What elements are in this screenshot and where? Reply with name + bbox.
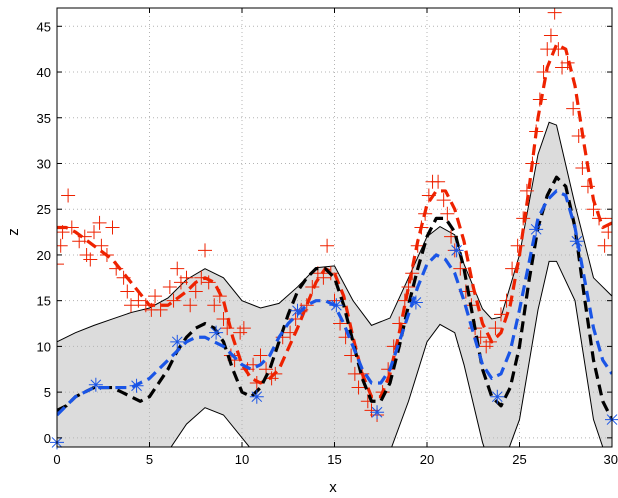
observation-plus-marker: [87, 225, 101, 240]
observation-plus-marker: [488, 321, 503, 336]
observation-plus-marker: [198, 243, 212, 258]
observation-plus-marker: [453, 261, 468, 276]
observation-plus-marker: [536, 65, 551, 80]
observation-star-marker: [490, 389, 505, 404]
observation-plus-marker: [61, 188, 76, 203]
observation-star-marker: [370, 405, 385, 420]
observation-plus-marker: [436, 193, 451, 208]
observation-star-marker: [329, 298, 344, 313]
y-tick-label: 40: [37, 65, 51, 80]
observation-plus-marker: [547, 8, 562, 20]
y-tick-label: 25: [37, 202, 51, 217]
band-upper-edge: [57, 121, 612, 343]
observation-star-marker: [408, 295, 423, 310]
x-tick-label: 25: [512, 452, 526, 467]
observation-plus-marker: [305, 279, 320, 294]
observation-star-marker: [569, 234, 584, 249]
observation-plus-marker: [440, 206, 455, 221]
observation-plus-marker: [431, 174, 446, 189]
observation-plus-marker: [580, 179, 595, 194]
observation-plus-marker: [83, 252, 98, 267]
x-tick-label: 20: [420, 452, 434, 467]
observation-plus-marker: [120, 284, 135, 299]
x-axis-label: x: [329, 479, 337, 496]
observation-plus-marker: [351, 380, 366, 395]
observation-plus-marker: [320, 238, 335, 253]
observation-plus-marker: [597, 238, 612, 253]
observation-plus-marker: [601, 225, 612, 240]
x-tick-label: 30: [604, 452, 618, 467]
x-tick-label: 10: [235, 452, 249, 467]
y-tick-label: 45: [37, 19, 51, 34]
observation-plus-marker: [153, 302, 168, 317]
observation-plus-marker: [92, 215, 107, 230]
observation-plus-marker: [253, 348, 268, 363]
observation-plus-marker: [131, 293, 146, 308]
observation-plus-marker: [188, 284, 203, 299]
observation-plus-marker: [543, 28, 558, 43]
observation-plus-marker: [57, 257, 64, 272]
x-tick-label: 0: [53, 452, 60, 467]
observation-plus-marker: [236, 321, 251, 336]
observation-star-marker: [129, 378, 144, 393]
observation-plus-marker: [201, 275, 216, 290]
series-line-red: [57, 42, 612, 399]
observation-plus-marker: [179, 270, 194, 285]
observation-plus-marker: [566, 101, 581, 116]
observation-plus-marker: [207, 298, 222, 313]
y-tick-label: 35: [37, 111, 51, 126]
observation-plus-marker: [148, 289, 163, 304]
observation-plus-marker: [162, 279, 177, 294]
band-lower-edge: [170, 260, 604, 447]
observation-star-marker: [170, 334, 185, 349]
y-tick-label: 20: [37, 248, 51, 263]
y-tick-label: 0: [44, 431, 51, 446]
observation-plus-marker: [105, 220, 120, 235]
observation-star-marker: [529, 222, 544, 237]
y-tick-label: 5: [44, 385, 51, 400]
x-tick-label: 5: [146, 452, 153, 467]
observation-star-marker: [449, 243, 464, 258]
y-tick-label: 15: [37, 294, 51, 309]
tick-labels: 0 5 10 15 20 25 30 0 5 10 15 20 25 30 35 40 45: [37, 19, 618, 467]
observation-plus-marker: [166, 293, 181, 308]
observation-plus-marker: [183, 298, 198, 313]
x-tick-label: 15: [327, 452, 341, 467]
plot-area: [50, 7, 618, 450]
observation-plus-marker: [124, 298, 138, 313]
y-tick-label: 30: [37, 156, 51, 171]
y-axis-label: z: [5, 228, 22, 236]
observation-star-marker: [249, 389, 264, 404]
plot-content: [57, 8, 612, 447]
observation-plus-marker: [605, 211, 612, 226]
observation-plus-marker: [170, 261, 185, 276]
observation-star-marker: [209, 325, 224, 340]
observation-plus-marker: [57, 238, 68, 253]
series-line-black: [57, 175, 612, 421]
observation-plus-marker: [299, 298, 314, 313]
observation-star-marker: [290, 303, 305, 318]
observation-star-marker: [88, 377, 103, 392]
y-tick-label: 10: [37, 339, 51, 354]
